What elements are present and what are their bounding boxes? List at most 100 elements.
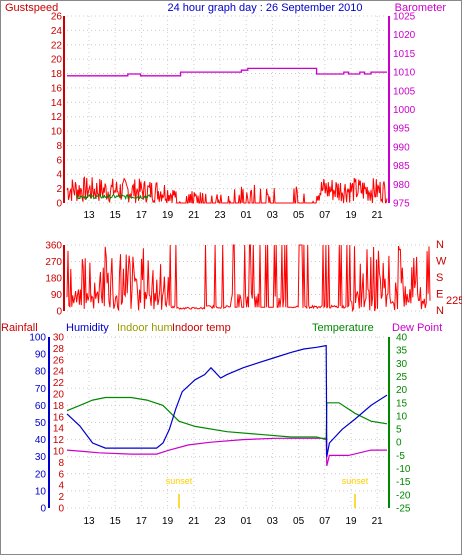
gust-tick-label: 20 [51, 55, 63, 66]
temperature-humidity-panel: Rainfall Humidity Indoor hum Indoor temp… [1, 322, 442, 527]
humidity-tick-label: 40 [35, 435, 47, 446]
x-tick-label: 17 [136, 210, 148, 221]
x-tick-label: 15 [110, 210, 122, 221]
rainfall-tick-label: 22 [53, 378, 65, 389]
barometer-tick-label: 1000 [393, 105, 416, 116]
rainfall-tick-label: 24 [53, 367, 65, 378]
x-tick-label: 15 [110, 516, 122, 527]
gust-tick-label: 16 [51, 83, 63, 94]
gust-tick-label: 12 [51, 112, 63, 123]
gust-barometer-panel: 0246810121416182022242697598098599099510… [51, 12, 416, 222]
x-tick-label: 23 [214, 210, 226, 221]
temperature-tick-label: 25 [396, 372, 408, 383]
gust-tick-label: 2 [56, 184, 62, 195]
temperature-tick-label: -10 [396, 464, 411, 475]
rainfall-tick-label: 12 [53, 435, 65, 446]
barometer-tick-label: 1005 [393, 86, 416, 97]
barometer-tick-label: 990 [393, 142, 410, 153]
x-tick-label: 19 [345, 516, 357, 527]
x-tick-label: 03 [267, 516, 279, 527]
gust-tick-label: 4 [56, 170, 62, 181]
wind-tick-label: 270 [45, 257, 62, 268]
gust-tick-label: 18 [51, 69, 63, 80]
barometer-tick-label: 1015 [393, 49, 416, 60]
temperature-line [66, 396, 388, 441]
barometer-tick-label: 1025 [393, 12, 416, 23]
wind-tick-label: 180 [45, 274, 62, 285]
x-tick-label: 05 [293, 210, 305, 221]
x-tick-label: 19 [162, 516, 174, 527]
compass-label: W [436, 256, 447, 268]
x-tick-label: 07 [319, 210, 331, 221]
legend-indoor-hum: Indoor hum [117, 322, 173, 334]
gust-tick-label: 14 [51, 98, 63, 109]
x-tick-label: 03 [267, 210, 279, 221]
x-tick-label: 21 [188, 210, 200, 221]
legend-humidity: Humidity [66, 322, 109, 334]
humidity-tick-label: 20 [35, 469, 47, 480]
gustspeed-line [66, 176, 388, 205]
sunset-label: sunset [166, 476, 193, 486]
rainfall-tick-label: 0 [58, 504, 64, 515]
x-tick-label: 05 [293, 516, 305, 527]
temperature-tick-label: 0 [396, 438, 402, 449]
legend-temperature: Temperature [312, 322, 374, 334]
rainfall-tick-label: 2 [58, 492, 64, 503]
temperature-tick-label: 20 [396, 385, 408, 396]
x-tick-label: 19 [345, 210, 357, 221]
x-tick-label: 07 [319, 516, 331, 527]
barometer-tick-label: 1020 [393, 30, 416, 41]
wind-tick-label: 360 [45, 241, 62, 252]
x-tick-label: 17 [136, 516, 148, 527]
rainfall-tick-label: 8 [58, 458, 64, 469]
rainfall-tick-label: 14 [53, 424, 65, 435]
gustspeed-label: Gustspeed [5, 2, 58, 14]
temperature-tick-label: 5 [396, 425, 402, 436]
barometer-line [67, 67, 387, 77]
x-tick-label: 01 [241, 210, 253, 221]
compass-label: N [436, 305, 444, 317]
x-tick-label: 13 [83, 516, 95, 527]
graph-title: 24 hour graph day : 26 September 2010 [167, 2, 362, 14]
rainfall-tick-label: 26 [53, 355, 65, 366]
legend-indoor-temp: Indoor temp [172, 322, 231, 334]
rainfall-tick-label: 20 [53, 390, 65, 401]
humidity-tick-label: 30 [35, 452, 47, 463]
wind-direction-line [66, 244, 431, 313]
humidity-tick-label: 100 [29, 333, 46, 344]
wind-tick-label: 90 [51, 290, 63, 301]
barometer-tick-label: 980 [393, 180, 410, 191]
temperature-tick-label: -25 [396, 504, 411, 515]
rainfall-tick-label: 6 [58, 469, 64, 480]
gust-tick-label: 8 [56, 141, 62, 152]
rainfall-tick-label: 16 [53, 412, 65, 423]
barometer-label: Barometer [395, 2, 447, 14]
x-tick-label: 23 [214, 516, 226, 527]
barometer-tick-label: 985 [393, 161, 410, 172]
humidity-tick-label: 90 [35, 350, 47, 361]
rainfall-tick-label: 30 [53, 333, 65, 344]
gust-tick-label: 10 [51, 127, 63, 138]
humidity-tick-label: 0 [40, 504, 46, 515]
rainfall-tick-label: 4 [58, 481, 64, 492]
x-tick-label: 21 [372, 210, 384, 221]
gust-tick-label: 22 [51, 40, 63, 51]
x-tick-label: 19 [162, 210, 174, 221]
barometer-tick-label: 975 [393, 199, 410, 210]
temperature-tick-label: -20 [396, 490, 411, 501]
gust-tick-label: 6 [56, 155, 62, 166]
compass-label: N [436, 239, 444, 251]
gust-tick-label: 24 [51, 26, 63, 37]
x-tick-label: 21 [372, 516, 384, 527]
sunset-label: sunset [342, 476, 369, 486]
x-tick-label: 01 [241, 516, 253, 527]
gust-tick-label: 0 [56, 199, 62, 210]
dew-point-line [66, 437, 387, 467]
humidity-tick-label: 80 [35, 367, 47, 378]
temperature-tick-label: 40 [396, 333, 408, 344]
legend-dew-point: Dew Point [392, 322, 442, 334]
current-wind-direction: 225 [446, 295, 462, 307]
compass-label: S [436, 272, 443, 284]
